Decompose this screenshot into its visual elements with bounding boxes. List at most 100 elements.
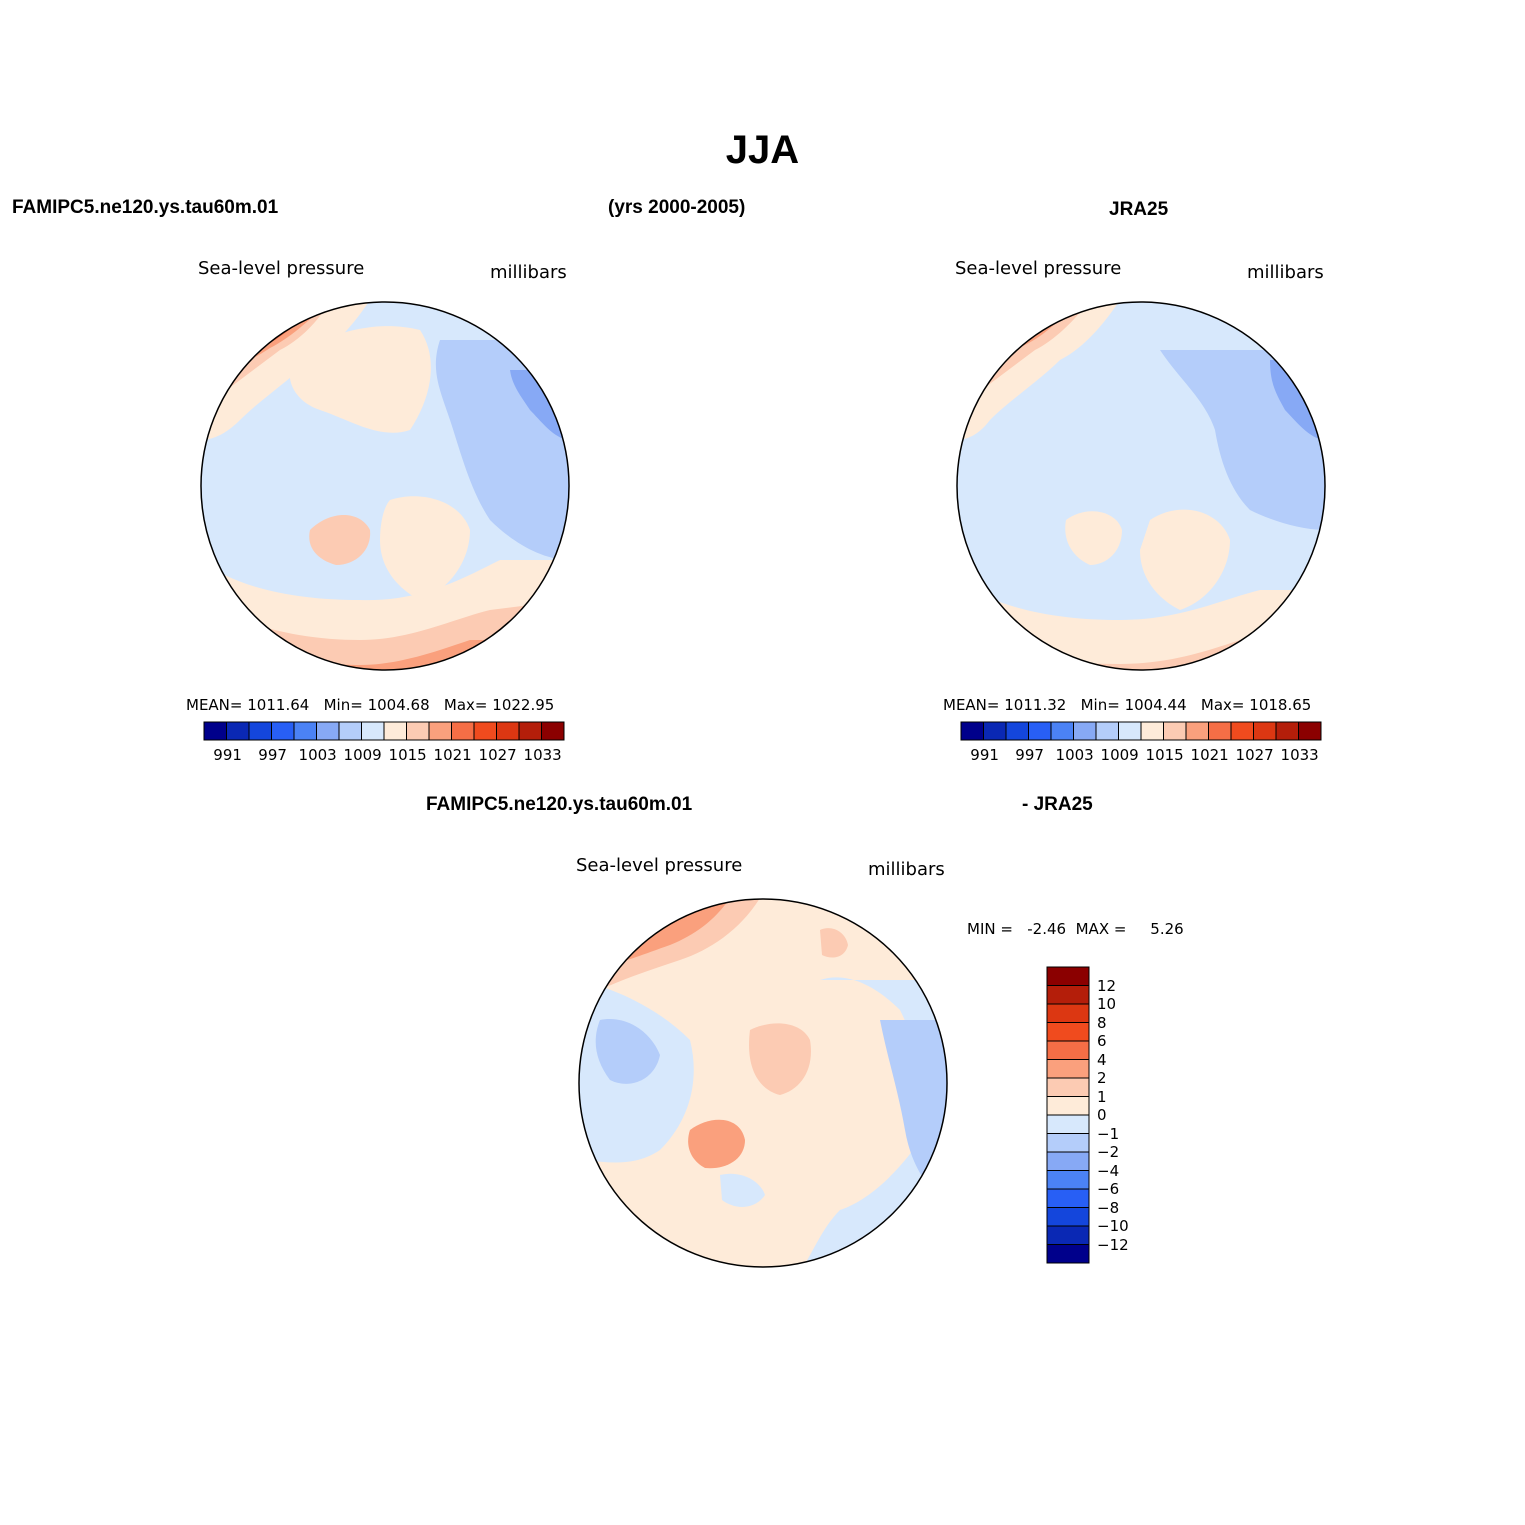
diff-colorbar-tick-label: 10 [1097, 995, 1117, 1013]
model-max-value: 1022.95 [492, 696, 555, 714]
model-colorbar-box [338, 721, 362, 741]
diff-colorbar-box [1046, 1059, 1090, 1079]
diff-colorbar-box [1046, 1096, 1090, 1116]
diff-units-label: millibars [868, 859, 945, 880]
model-map-boundary [200, 301, 570, 671]
obs-case-label: JRA25 [1109, 199, 1169, 220]
diff-colorbar-box [1046, 1225, 1090, 1245]
obs-colorbar-box [1185, 721, 1209, 741]
obs-colorbar-box [1140, 721, 1164, 741]
obs-colorbar-box [1050, 721, 1074, 741]
diff-colorbar-tick-label: −6 [1097, 1180, 1120, 1198]
model-max-label: Max= [443, 696, 488, 714]
model-colorbar-tick-label: 1015 [388, 746, 427, 764]
obs-units-label: millibars [1247, 262, 1324, 283]
model-colorbar-box [451, 721, 475, 741]
diff-map [578, 898, 948, 1268]
model-min-label: Min= [323, 696, 363, 714]
model-units-label: millibars [490, 262, 567, 283]
model-mean-value: 1011.64 [247, 696, 310, 714]
obs-colorbar-tick-label: 1003 [1055, 746, 1094, 764]
model-colorbar-box [203, 721, 227, 741]
model-colorbar-box [428, 721, 452, 741]
diff-colorbar-tick-label: −12 [1097, 1235, 1129, 1254]
model-colorbar-tick-label: 1009 [343, 746, 382, 764]
diff-colorbar-box [1046, 1170, 1090, 1190]
obs-max-label: Max= [1200, 696, 1245, 714]
obs-colorbar-box [1208, 721, 1232, 741]
obs-colorbar-box [1118, 721, 1142, 741]
obs-colorbar-tick-label: 991 [970, 746, 999, 764]
obs-colorbar-box [1298, 721, 1322, 741]
diff-colorbar-box [1046, 1114, 1090, 1134]
model-case-label: FAMIPC5.ne120.ys.tau60m.01 [12, 197, 279, 218]
model-colorbar-tick-label: 1021 [433, 746, 472, 764]
obs-colorbar-box [1073, 721, 1097, 741]
model-colorbar-tick-label: 991 [213, 746, 242, 764]
model-colorbar-box [406, 721, 430, 741]
model-colorbar-box [518, 721, 542, 741]
model-map [200, 301, 570, 671]
diff-colorbar-box [1046, 1022, 1090, 1042]
model-colorbar-box [226, 721, 250, 741]
obs-colorbar-box [1028, 721, 1052, 741]
obs-min-label: Min= [1080, 696, 1120, 714]
model-colorbar-tick-label: 997 [258, 746, 287, 764]
obs-colorbar-box [983, 721, 1007, 741]
obs-colorbar-tick-label: 1015 [1145, 746, 1184, 764]
diff-colorbar-box [1046, 1077, 1090, 1097]
diff-colorbar-tick-label: −1 [1097, 1124, 1120, 1143]
diff-colorbar-box [1046, 1040, 1090, 1060]
obs-colorbar-box [1253, 721, 1277, 741]
model-colorbar-box [293, 721, 317, 741]
diff-colorbar-tick-label: −4 [1097, 1161, 1120, 1180]
diff-min-value: -2.46 [1027, 920, 1067, 938]
diff-max-label: MAX = [1075, 920, 1127, 938]
obs-colorbar-box [1230, 721, 1254, 741]
diff-max-value: 5.26 [1150, 920, 1184, 938]
obs-colorbar-box [1005, 721, 1029, 741]
diff-colorbar [1046, 966, 1090, 1264]
model-colorbar-box [316, 721, 340, 741]
diff-colorbar-box [1046, 1188, 1090, 1208]
diff-colorbar-tick-label: −10 [1097, 1217, 1129, 1235]
obs-mean-value: 1011.32 [1004, 696, 1067, 714]
diff-colorbar-tick-label: 2 [1097, 1069, 1107, 1087]
model-min-value: 1004.68 [367, 696, 430, 714]
obs-colorbar-box [1275, 721, 1299, 741]
diff-colorbar-box [1046, 966, 1090, 986]
obs-colorbar-tick-label: 1027 [1235, 746, 1274, 764]
diff-colorbar-tick-label: 4 [1097, 1050, 1107, 1069]
model-colorbar-box [248, 721, 272, 741]
obs-min-value: 1004.44 [1124, 696, 1187, 714]
diff-variable-label: Sea-level pressure [576, 855, 743, 876]
diff-colorbar-tick-label: 8 [1097, 1013, 1107, 1032]
diff-model-label: FAMIPC5.ne120.ys.tau60m.01 [426, 794, 693, 815]
obs-colorbar-tick-label: 997 [1015, 746, 1044, 764]
diff-colorbar-tick-label: −2 [1097, 1143, 1120, 1161]
diff-colorbar-box [1046, 1133, 1090, 1153]
model-colorbar-tick-label: 1027 [478, 746, 517, 764]
model-colorbar [203, 721, 565, 741]
diff-colorbar-tick-label: 0 [1097, 1106, 1107, 1124]
diff-stats: MIN = -2.46 MAX = 5.26 [967, 920, 1184, 938]
obs-colorbar [960, 721, 1322, 741]
obs-map [956, 301, 1326, 671]
figure-title: JJA [725, 128, 800, 172]
obs-map-boundary [956, 301, 1326, 671]
obs-stats: MEAN= 1011.32 Min= 1004.44 Max= 1018.65 [943, 696, 1311, 714]
diff-colorbar-tick-label: 1 [1097, 1087, 1107, 1106]
model-colorbar-box [361, 721, 385, 741]
model-colorbar-tick-label: 1033 [523, 746, 562, 764]
model-variable-label: Sea-level pressure [198, 258, 365, 279]
model-colorbar-box [383, 721, 407, 741]
model-stats: MEAN= 1011.64 Min= 1004.68 Max= 1022.95 [186, 696, 554, 714]
obs-max-value: 1018.65 [1249, 696, 1312, 714]
model-colorbar-box [473, 721, 497, 741]
obs-mean-label: MEAN= [943, 696, 1000, 714]
obs-colorbar-box [1163, 721, 1187, 741]
diff-min-label: MIN = [967, 920, 1013, 938]
model-mean-label: MEAN= [186, 696, 243, 714]
